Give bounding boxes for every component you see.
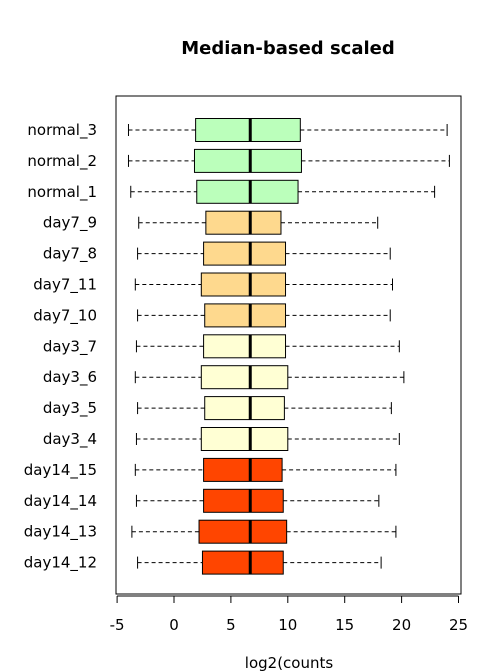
box-day14_13: day14_13 <box>24 519 397 544</box>
x-tick-label: 10 <box>278 616 297 634</box>
box-day7_8: day7_8 <box>43 241 391 266</box>
box-day3_4: day3_4 <box>43 427 400 451</box>
x-tick-label: 15 <box>335 616 354 634</box>
iqr-box <box>195 118 301 142</box>
box-normal_2: normal_2 <box>27 148 450 173</box>
x-tick-label: 25 <box>449 616 468 634</box>
box-normal_1: normal_1 <box>27 179 436 204</box>
category-label: day3_4 <box>43 430 97 449</box>
category-label: day3_7 <box>43 337 97 356</box>
box-day3_5: day3_5 <box>43 396 392 421</box>
category-label: day7_9 <box>43 214 97 233</box>
iqr-box <box>198 519 288 544</box>
boxes-group: normal_3 normal_2 normal_1 day7_9 day7_8 day7… <box>24 118 450 575</box>
x-axis-label: log2(counts <box>245 654 334 672</box>
x-tick-label: 20 <box>392 616 411 634</box>
box-day14_12: day14_12 <box>24 550 382 575</box>
box-day14_15: day14_15 <box>24 457 397 482</box>
category-label: day3_6 <box>43 368 97 387</box>
iqr-box <box>203 334 287 359</box>
category-label: normal_3 <box>27 121 97 140</box>
iqr-box <box>204 396 285 421</box>
box-day3_6: day3_6 <box>43 365 405 390</box>
iqr-box <box>203 488 284 513</box>
box-day14_14: day14_14 <box>24 488 380 513</box>
iqr-box <box>200 427 289 451</box>
category-label: normal_1 <box>27 183 97 202</box>
x-axis: -5 0 5 10 15 20 25 <box>110 595 468 634</box>
x-tick-label: 5 <box>226 616 236 634</box>
category-label: day14_12 <box>24 554 97 573</box>
iqr-box <box>196 179 299 204</box>
category-label: day7_8 <box>43 245 97 264</box>
iqr-box <box>203 241 287 266</box>
category-label: day7_11 <box>33 276 97 295</box>
iqr-box <box>205 210 282 235</box>
iqr-box <box>200 272 287 297</box>
iqr-box <box>193 148 302 173</box>
box-day7_11: day7_11 <box>33 272 393 297</box>
chart-title: Median-based scaled <box>181 38 395 59</box>
category-label: day14_13 <box>24 523 97 542</box>
iqr-box <box>200 365 289 390</box>
x-tick-label: -5 <box>110 616 125 634</box>
iqr-box <box>201 550 284 575</box>
box-normal_3: normal_3 <box>27 118 448 142</box>
category-label: day14_15 <box>24 461 97 480</box>
iqr-box <box>203 457 283 482</box>
plot-frame <box>115 95 462 595</box>
box-day7_10: day7_10 <box>33 303 391 328</box>
x-tick-label: 0 <box>169 616 179 634</box>
category-label: day7_10 <box>33 306 97 325</box>
category-label: day3_5 <box>43 399 97 418</box>
category-label: day14_14 <box>24 492 97 511</box>
iqr-box <box>204 303 287 328</box>
category-label: normal_2 <box>27 152 97 171</box>
box-day7_9: day7_9 <box>43 210 379 235</box>
box-day3_7: day3_7 <box>43 334 400 359</box>
